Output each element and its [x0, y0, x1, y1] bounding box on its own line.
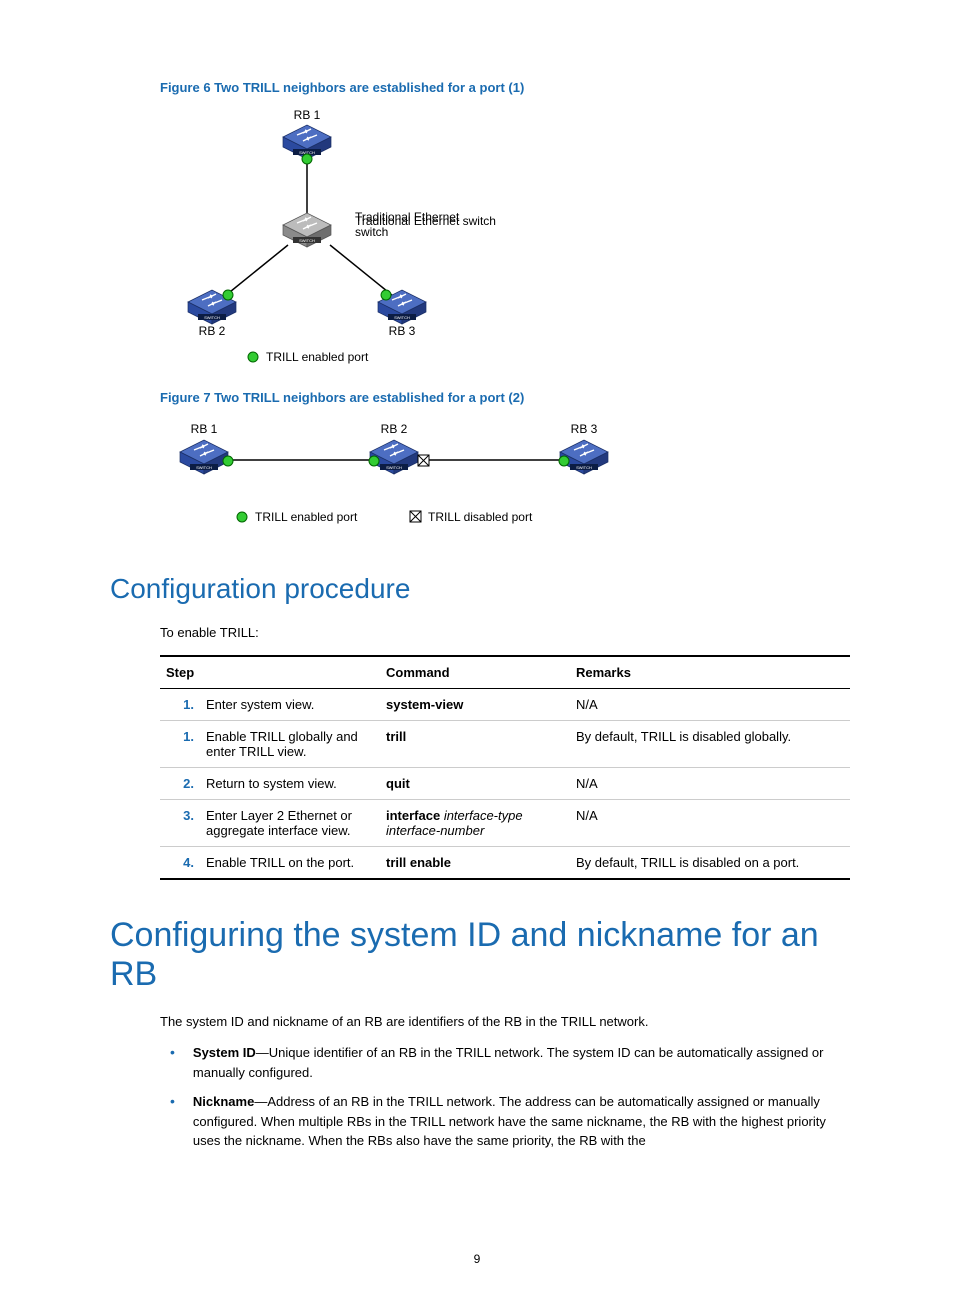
to-enable-text: To enable TRILL:	[160, 623, 844, 643]
figure7-caption: Figure 7 Two TRILL neighbors are establi…	[160, 390, 844, 405]
step-number: 1.	[160, 720, 200, 767]
bullet-text: Nickname—Address of an RB in the TRILL n…	[193, 1092, 844, 1151]
page-number: 9	[474, 1252, 481, 1266]
table-row: 4.Enable TRILL on the port.trill enableB…	[160, 846, 850, 879]
step-command: system-view	[380, 688, 570, 720]
sysid-intro: The system ID and nickname of an RB are …	[160, 1012, 844, 1032]
step-remarks: By default, TRILL is disabled globally.	[570, 720, 850, 767]
svg-text:RB 3: RB 3	[571, 422, 598, 436]
step-number: 4.	[160, 846, 200, 879]
th-command: Command	[380, 656, 570, 689]
table-row: 1.Enter system view.system-viewN/A	[160, 688, 850, 720]
step-command: trill enable	[380, 846, 570, 879]
table-row: 3.Enter Layer 2 Ethernet or aggregate in…	[160, 799, 850, 846]
svg-text:switch: switch	[355, 225, 388, 239]
step-remarks: N/A	[570, 688, 850, 720]
svg-text:RB 1: RB 1	[191, 422, 218, 436]
step-number: 1.	[160, 688, 200, 720]
figure6-caption: Figure 6 Two TRILL neighbors are establi…	[160, 80, 844, 95]
svg-text:TRILL enabled port: TRILL enabled port	[255, 510, 358, 524]
step-desc: Return to system view.	[200, 767, 380, 799]
step-number: 3.	[160, 799, 200, 846]
rb3-label: RB 3	[389, 324, 416, 338]
th-remarks: Remarks	[570, 656, 850, 689]
step-desc: Enter system view.	[200, 688, 380, 720]
bullet-item: • Nickname—Address of an RB in the TRILL …	[170, 1092, 844, 1151]
bullet-dot-icon: •	[170, 1092, 175, 1151]
procedure-table: Step Command Remarks 1.Enter system view…	[160, 655, 850, 880]
table-row: 1.Enable TRILL globally and enter TRILL …	[160, 720, 850, 767]
config-procedure-heading: Configuration procedure	[110, 573, 844, 605]
fig6-legend: TRILL enabled port	[266, 350, 369, 364]
figure6-diagram: RB 1 Traditional Ethernet switch Traditi…	[160, 105, 844, 380]
svg-text:Traditional Ethernet: Traditional Ethernet	[355, 210, 460, 224]
rb2-label: RB 2	[199, 324, 226, 338]
figure7-diagram: RB 1 RB 2 RB 3 TRILL enabled port TRILL …	[160, 415, 844, 545]
bullet-text: System ID—Unique identifier of an RB in …	[193, 1043, 844, 1082]
step-desc: Enter Layer 2 Ethernet or aggregate inte…	[200, 799, 380, 846]
bullet-item: • System ID—Unique identifier of an RB in…	[170, 1043, 844, 1082]
svg-text:TRILL disabled port: TRILL disabled port	[428, 510, 533, 524]
step-command: quit	[380, 767, 570, 799]
th-step: Step	[160, 656, 380, 689]
svg-text:RB 2: RB 2	[381, 422, 408, 436]
step-desc: Enable TRILL on the port.	[200, 846, 380, 879]
step-command: interface interface-type interface-numbe…	[380, 799, 570, 846]
bullet-dot-icon: •	[170, 1043, 175, 1082]
step-number: 2.	[160, 767, 200, 799]
step-remarks: N/A	[570, 767, 850, 799]
step-remarks: N/A	[570, 799, 850, 846]
step-desc: Enable TRILL globally and enter TRILL vi…	[200, 720, 380, 767]
rb1-label: RB 1	[294, 108, 321, 122]
table-row: 2.Return to system view.quitN/A	[160, 767, 850, 799]
step-remarks: By default, TRILL is disabled on a port.	[570, 846, 850, 879]
sysid-heading: Configuring the system ID and nickname f…	[110, 916, 844, 994]
step-command: trill	[380, 720, 570, 767]
